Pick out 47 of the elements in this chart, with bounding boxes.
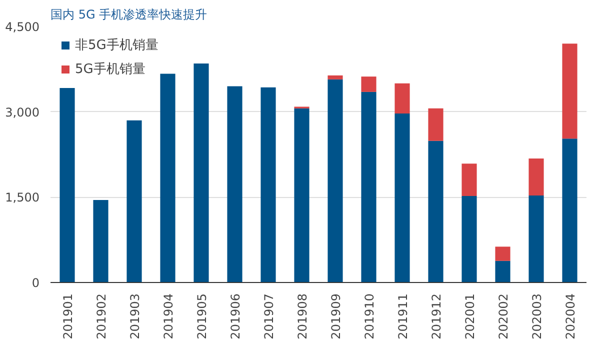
bar bbox=[528, 195, 544, 282]
bar bbox=[428, 140, 444, 282]
y-tick-label: 1,500 bbox=[5, 190, 40, 205]
bar bbox=[562, 44, 578, 139]
bar bbox=[528, 158, 544, 196]
x-tick-label: 201907 bbox=[262, 293, 276, 340]
bar bbox=[462, 164, 477, 196]
x-tick-label: 201906 bbox=[228, 293, 242, 340]
x-tick-label: 201903 bbox=[128, 293, 142, 340]
y-tick-label: 0 bbox=[32, 276, 40, 290]
bar bbox=[394, 83, 410, 114]
bar bbox=[462, 196, 477, 282]
x-tick-label: 202002 bbox=[496, 293, 510, 340]
x-tick-label: 202001 bbox=[462, 293, 477, 340]
x-tick-label: 201908 bbox=[295, 293, 310, 340]
bar bbox=[328, 79, 343, 282]
bar bbox=[93, 200, 108, 282]
bar bbox=[361, 92, 376, 282]
x-tick-label: 201912 bbox=[429, 293, 444, 340]
bar bbox=[495, 260, 510, 282]
bar bbox=[495, 246, 510, 261]
x-tick-label: 201910 bbox=[362, 293, 376, 340]
bar bbox=[194, 63, 209, 282]
bar bbox=[60, 88, 75, 282]
x-tick-label: 201904 bbox=[161, 293, 176, 340]
x-tick-label: 202003 bbox=[530, 293, 544, 340]
bar bbox=[260, 87, 276, 282]
bar bbox=[126, 120, 142, 282]
bar bbox=[328, 75, 343, 80]
x-tick-label: 201905 bbox=[194, 293, 209, 340]
y-tick-label: 3,000 bbox=[5, 105, 40, 120]
legend-label: 非5G手机销量 bbox=[75, 37, 158, 54]
chart-title: 国内 5G 手机渗透率快速提升 bbox=[50, 8, 208, 22]
bar bbox=[294, 108, 310, 282]
bar bbox=[394, 114, 410, 282]
bar bbox=[227, 86, 242, 282]
x-tick-label: 201902 bbox=[94, 293, 108, 340]
legend-label: 5G手机销量 bbox=[75, 61, 146, 78]
y-tick-label: 4,500 bbox=[5, 20, 40, 34]
x-tick-label: 202004 bbox=[563, 293, 578, 340]
x-tick-label: 201911 bbox=[396, 293, 410, 340]
bar bbox=[428, 108, 444, 141]
x-tick-label: 201909 bbox=[328, 293, 343, 340]
bar bbox=[160, 74, 176, 282]
bar bbox=[361, 76, 376, 92]
x-tick-label: 201901 bbox=[60, 293, 75, 340]
bar bbox=[562, 138, 578, 282]
